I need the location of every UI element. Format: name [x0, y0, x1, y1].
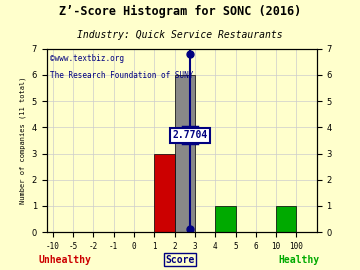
Text: Score: Score [165, 255, 195, 265]
Text: The Research Foundation of SUNY: The Research Foundation of SUNY [50, 71, 193, 80]
Text: ©www.textbiz.org: ©www.textbiz.org [50, 54, 123, 63]
Text: Healthy: Healthy [278, 255, 319, 265]
Bar [154, 154, 175, 232]
Bar [215, 206, 235, 232]
Bar [175, 75, 195, 232]
Text: Unhealthy: Unhealthy [39, 255, 91, 265]
Text: Z’-Score Histogram for SONC (2016): Z’-Score Histogram for SONC (2016) [59, 5, 301, 18]
Y-axis label: Number of companies (11 total): Number of companies (11 total) [20, 77, 26, 204]
Text: 2.7704: 2.7704 [173, 130, 208, 140]
Text: Industry: Quick Service Restaurants: Industry: Quick Service Restaurants [77, 30, 283, 40]
Bar [276, 206, 297, 232]
